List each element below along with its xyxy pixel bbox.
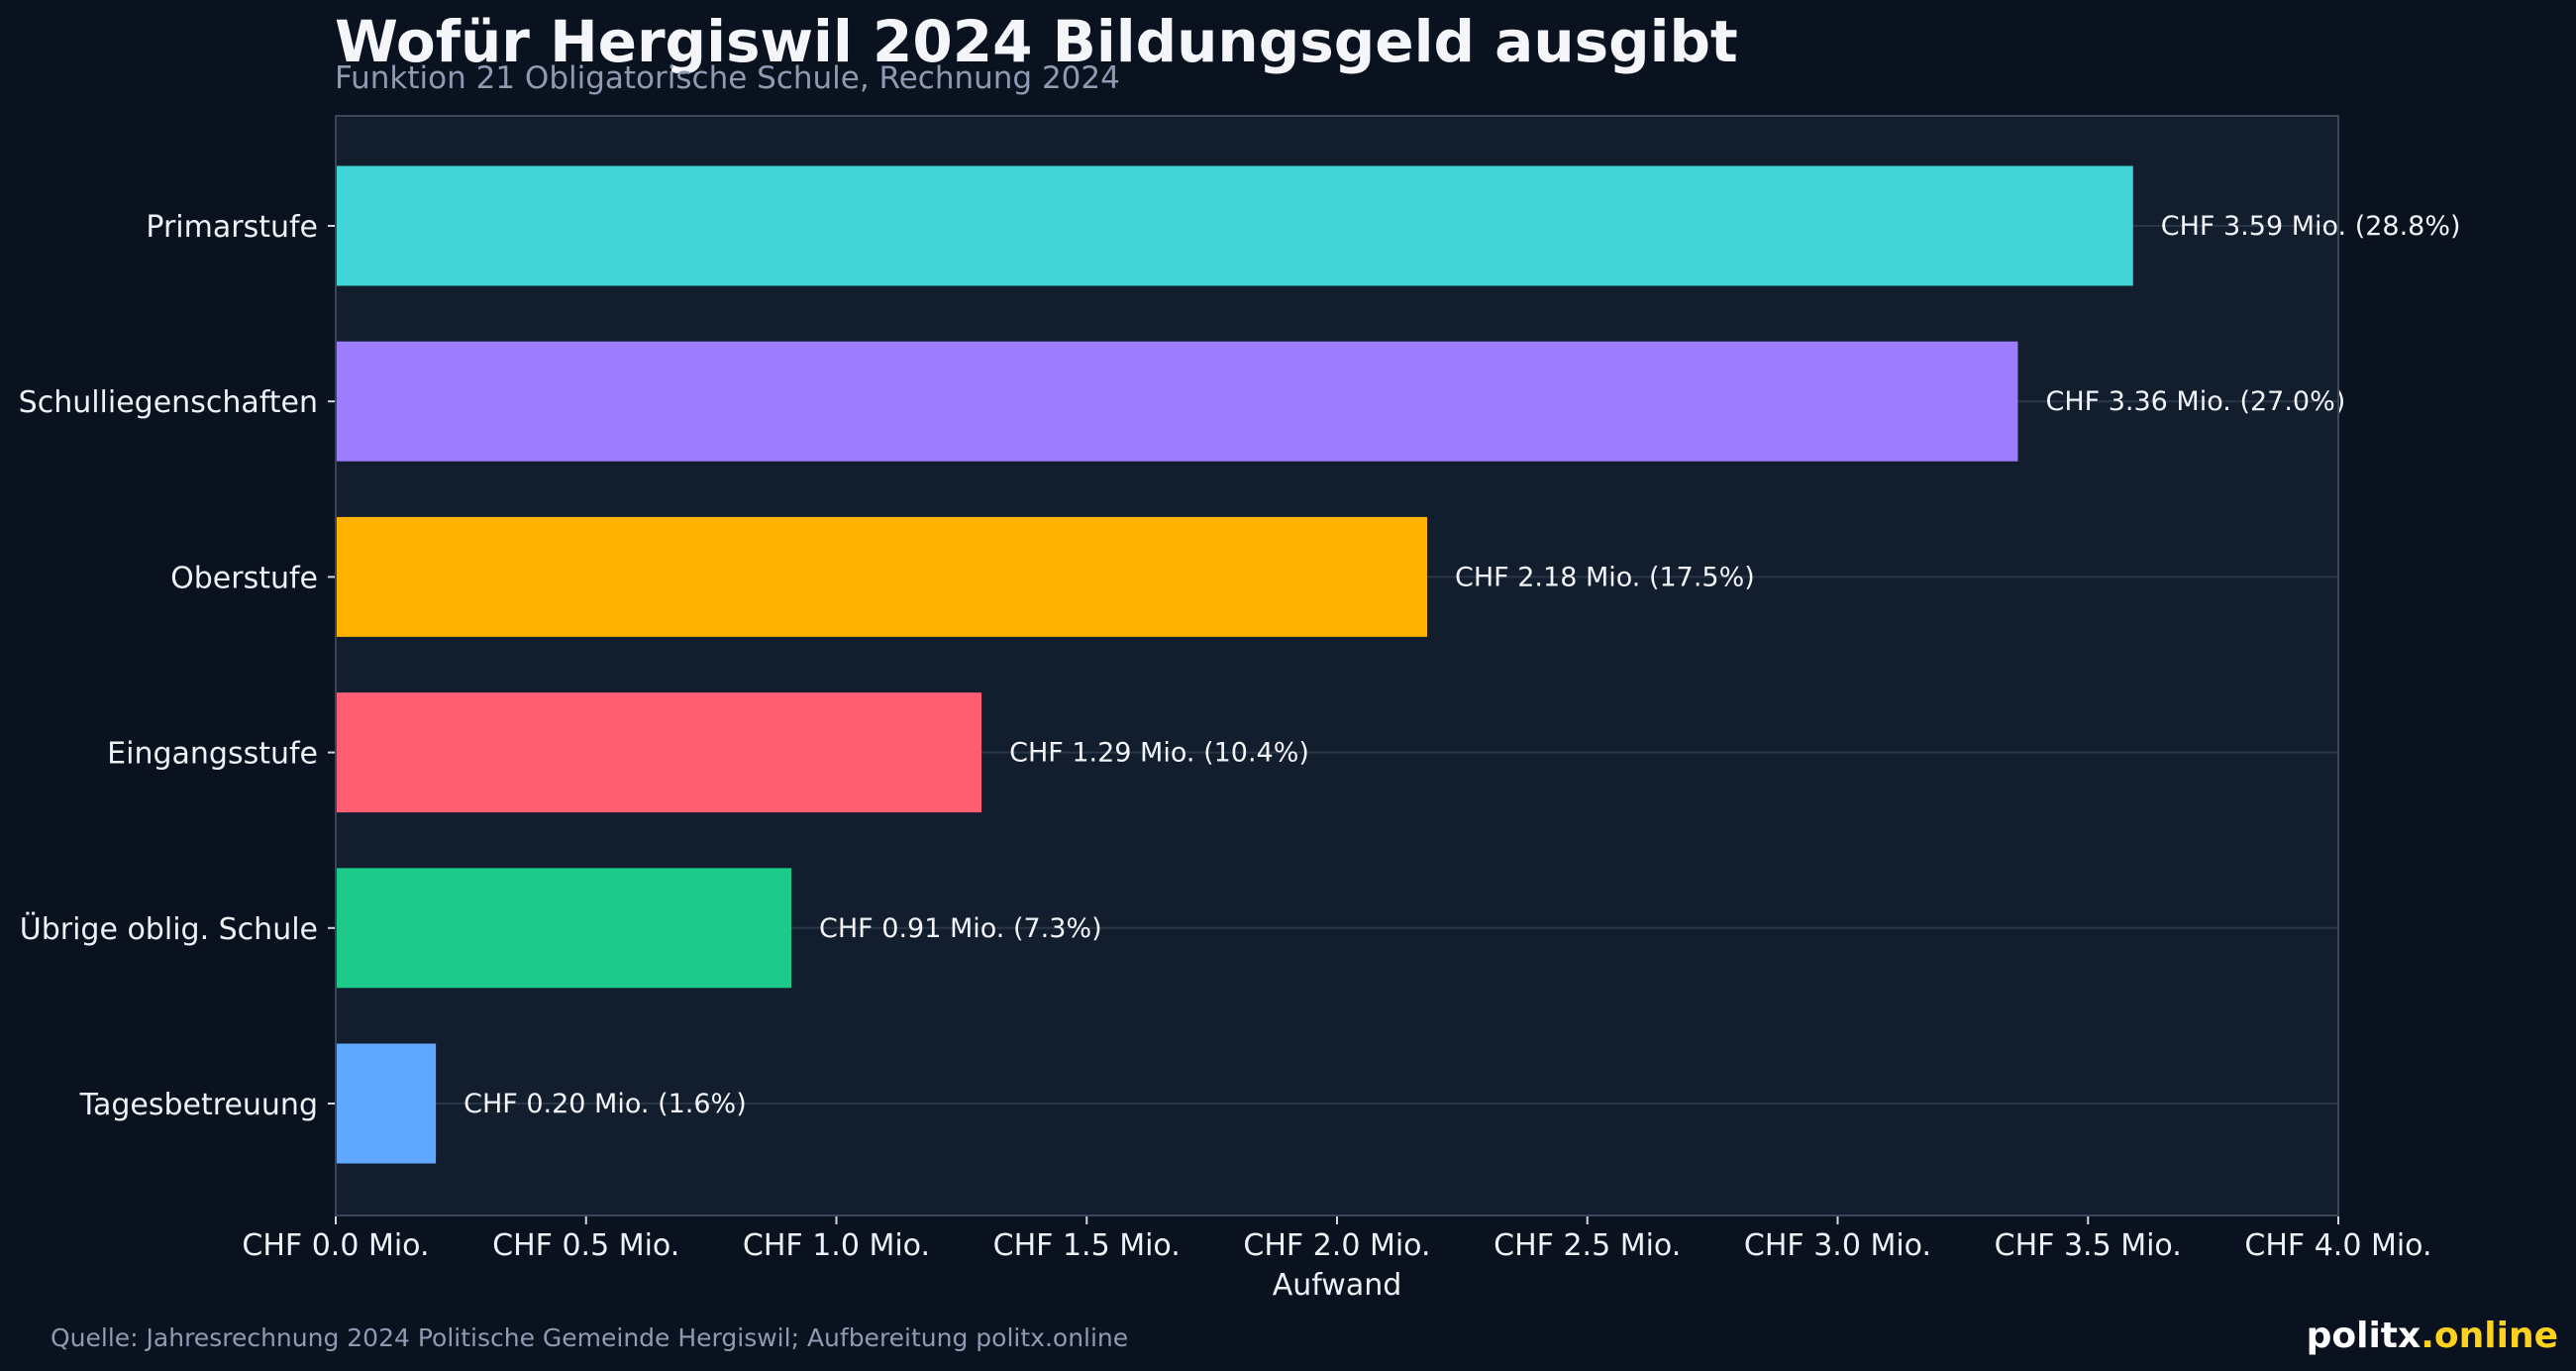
bar-4 <box>337 868 792 989</box>
brand-logo-part1: politx <box>2307 1316 2421 1356</box>
x-tick-label: CHF 1.5 Mio. <box>993 1228 1181 1263</box>
chart-subtitle: Funktion 21 Obligatorische Schule, Rechn… <box>335 60 1120 96</box>
brand-logo: politx.online <box>2307 1316 2558 1356</box>
category-labels: Primarstufe Schulliegenschaften Oberstufe E… <box>19 210 336 1122</box>
brand-logo-part2: .online <box>2421 1316 2558 1356</box>
bar-1 <box>337 341 2018 462</box>
data-label: CHF 0.20 Mio. (1.6%) <box>464 1089 747 1119</box>
category-label: Oberstufe <box>170 561 318 595</box>
data-label: CHF 2.18 Mio. (17.5%) <box>1455 562 1755 592</box>
source-note: Quelle: Jahresrechnung 2024 Politische G… <box>51 1323 1128 1352</box>
category-label: Primarstufe <box>146 210 318 245</box>
data-label: CHF 1.29 Mio. (10.4%) <box>1009 738 1309 769</box>
category-label: Eingangsstufe <box>107 737 318 772</box>
x-tick-label: CHF 3.0 Mio. <box>1744 1228 1931 1263</box>
x-tick-label: CHF 3.5 Mio. <box>1995 1228 2182 1263</box>
category-label: Tagesbetreuung <box>79 1088 318 1122</box>
x-axis-ticks: CHF 0.0 Mio. CHF 0.5 Mio. CHF 1.0 Mio. CHF … <box>242 1215 2432 1263</box>
chart-title: Wofür Hergiswil 2024 Bildungsgeld ausgib… <box>335 8 1738 75</box>
category-label: Schulliegenschaften <box>19 385 318 420</box>
x-axis-title: Aufwand <box>1273 1268 1402 1303</box>
x-tick-label: CHF 0.0 Mio. <box>242 1228 429 1263</box>
plot-frame <box>335 115 2339 1216</box>
x-tick-label: CHF 2.0 Mio. <box>1243 1228 1430 1263</box>
data-labels: CHF 3.59 Mio. (28.8%) CHF 3.36 Mio. (27.0… <box>464 211 2460 1119</box>
x-tick-label: CHF 1.0 Mio. <box>743 1228 930 1263</box>
bar-5 <box>337 1043 437 1164</box>
bars <box>337 165 2133 1164</box>
data-label: CHF 3.36 Mio. (27.0%) <box>2045 386 2345 417</box>
data-label: CHF 0.91 Mio. (7.3%) <box>819 913 1102 944</box>
bar-2 <box>337 516 1427 637</box>
data-label: CHF 3.59 Mio. (28.8%) <box>2161 211 2461 242</box>
x-tick-label: CHF 0.5 Mio. <box>492 1228 679 1263</box>
plot-area <box>336 116 2338 1215</box>
bar-3 <box>337 692 982 813</box>
category-label: Übrige oblig. Schule <box>20 911 318 947</box>
x-tick-label: CHF 4.0 Mio. <box>2244 1228 2431 1263</box>
bar-0 <box>337 165 2133 286</box>
x-tick-label: CHF 2.5 Mio. <box>1494 1228 1681 1263</box>
